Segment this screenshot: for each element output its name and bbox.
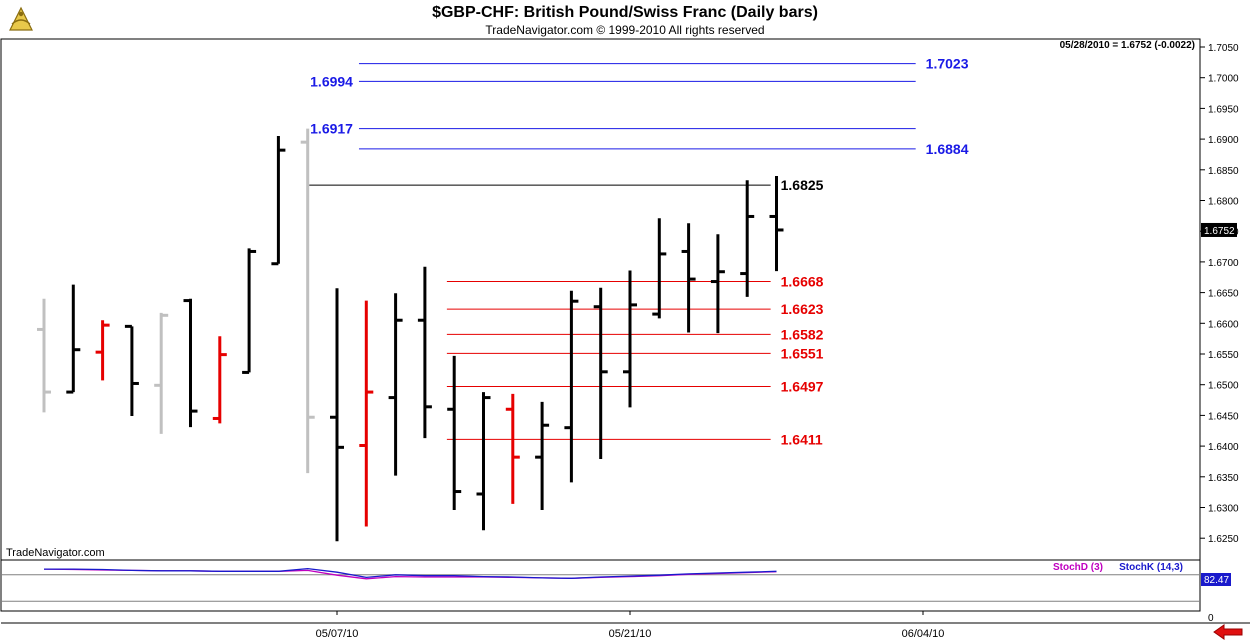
level-label: 1.6994	[310, 73, 353, 89]
date-tick-label: 06/04/10	[902, 628, 945, 640]
price-axis-ticks: 1.7050 1.7000 1.6950 1.6900 1.6850 1.6800 1.67…	[1200, 43, 1239, 545]
level-label: 1.6582	[781, 326, 824, 342]
axis-frame	[0, 38, 1250, 624]
last-price-label: 1.6752	[1204, 226, 1235, 237]
price-tick-label: 1.6800	[1208, 197, 1239, 208]
price-tick-label: 1.6850	[1208, 166, 1239, 177]
ohlc-bar	[359, 300, 374, 527]
ohlc-bar	[564, 290, 579, 483]
price-tick-label: 1.6550	[1208, 350, 1239, 361]
price-tick-label: 1.6400	[1208, 442, 1239, 453]
date-axis-ticks: 05/07/10 05/21/10 06/04/10	[316, 611, 945, 640]
ohlc-bar	[242, 248, 257, 374]
stoch-k-line	[44, 567, 777, 579]
price-tick-label: 1.6700	[1208, 258, 1239, 269]
level-label: 1.6551	[781, 345, 824, 361]
ohlc-bar	[183, 298, 198, 428]
chart-subtitle: TradeNavigator.com © 1999-2010 All right…	[485, 23, 765, 37]
ohlc-bar	[681, 223, 696, 333]
ohlc-bar	[271, 136, 286, 266]
price-tick-label: 1.6500	[1208, 381, 1239, 392]
price-tick-label: 1.6600	[1208, 319, 1239, 330]
stochastic-panel: StochD (3) StochK (14,3) 82.47 0	[1, 562, 1231, 624]
level-label: 1.6623	[781, 301, 824, 317]
level-lines: 1.7023 1.6994 1.6917 1.6884 1.6825 1.6668 1.66…	[309, 56, 969, 447]
ohlc-bar	[447, 355, 462, 510]
level-label: 1.6825	[781, 177, 824, 193]
ohlc-bar	[623, 270, 637, 408]
ohlc-bar	[124, 324, 139, 417]
annotations: 1.6752 05/28/2010 = 1.6752 (-0.0022) Trade…	[6, 40, 1237, 559]
ohlc-bar	[37, 298, 51, 413]
ohlc-bar	[769, 175, 784, 272]
stoch-last-value: 82.47	[1204, 575, 1229, 586]
plot-frame	[0, 38, 1201, 612]
ohlc-bar	[66, 284, 81, 394]
scroll-left-arrow-icon[interactable]	[1212, 624, 1244, 640]
stoch-last-value-box	[1201, 573, 1231, 586]
ohlc-bar	[154, 312, 169, 434]
date-tick-label: 05/07/10	[316, 628, 359, 640]
ohlc-bar	[476, 392, 491, 531]
price-tick-label: 1.6650	[1208, 289, 1239, 300]
price-tick-label: 1.7050	[1208, 43, 1239, 54]
ohlc-bar	[593, 287, 608, 459]
level-label: 1.6884	[926, 141, 969, 157]
level-label: 1.7023	[926, 56, 969, 72]
last-price-box	[1201, 222, 1237, 237]
level-label: 1.6497	[781, 379, 824, 395]
level-label: 1.6411	[781, 431, 823, 447]
ohlc-bar	[535, 401, 550, 510]
ohlc-bar	[710, 234, 725, 334]
ohlc-bar	[300, 128, 315, 474]
chart-title: $GBP-CHF: British Pound/Swiss Franc (Dai…	[432, 4, 818, 21]
ohlc-bar	[740, 180, 755, 297]
level-label: 1.6668	[781, 274, 824, 290]
last-close-readout: 05/28/2010 = 1.6752 (-0.0022)	[1060, 40, 1195, 51]
price-tick-label: 1.6950	[1208, 104, 1239, 115]
price-tick-label: 1.6350	[1208, 473, 1239, 484]
ohlc-bar	[330, 288, 344, 542]
price-bars	[37, 128, 784, 542]
date-tick-label: 05/21/10	[609, 628, 652, 640]
watermark-text: TradeNavigator.com	[6, 547, 105, 559]
price-tick-label: 1.6450	[1208, 411, 1239, 422]
ohlc-bar	[417, 266, 432, 439]
level-label: 1.6917	[310, 121, 353, 137]
stoch-d-legend: StochD (3)	[1053, 562, 1103, 573]
sextant-logo-icon	[9, 6, 33, 31]
ohlc-bar	[388, 293, 403, 476]
ohlc-bar	[212, 336, 227, 424]
ohlc-bar	[652, 218, 667, 319]
ohlc-bar	[95, 320, 110, 381]
stoch-k-legend: StochK (14,3)	[1119, 562, 1183, 573]
price-tick-label: 1.6250	[1208, 534, 1239, 545]
price-tick-label: 1.7000	[1208, 74, 1239, 85]
price-tick-label: 1.6900	[1208, 135, 1239, 146]
price-tick-label: 1.6300	[1208, 504, 1239, 515]
stoch-zero-label: 0	[1208, 613, 1214, 624]
ohlc-bar	[505, 393, 520, 504]
